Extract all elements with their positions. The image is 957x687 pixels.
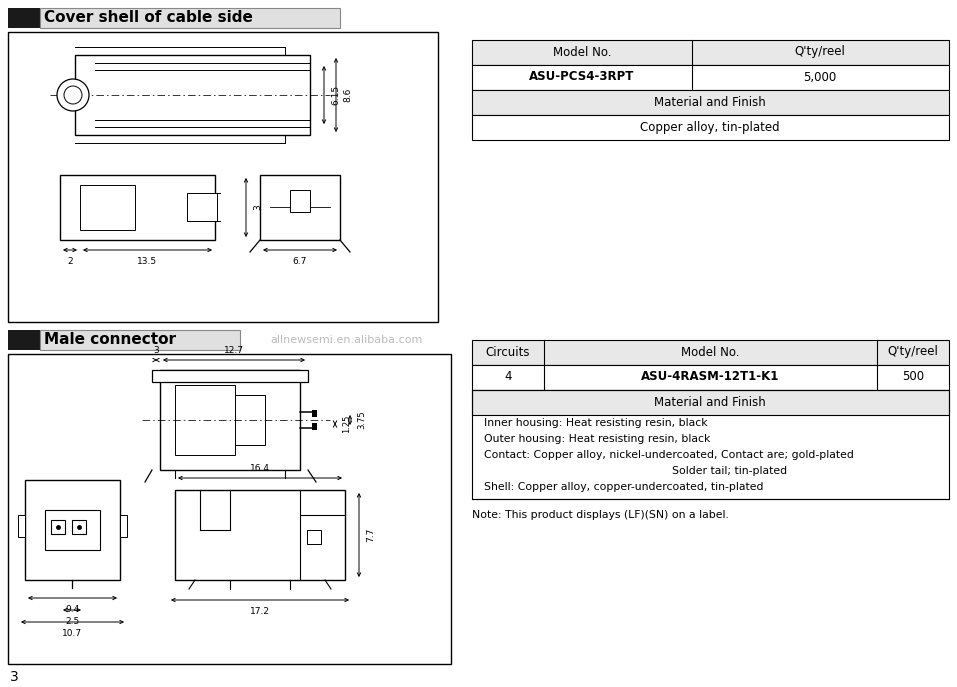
Text: Model No.: Model No. xyxy=(680,346,739,359)
Bar xyxy=(60,175,215,240)
Text: Inner housing: Heat resisting resin, black: Inner housing: Heat resisting resin, bla… xyxy=(484,418,707,428)
Text: ASU-PCS4-3RPT: ASU-PCS4-3RPT xyxy=(529,71,634,84)
Bar xyxy=(472,390,949,499)
Bar xyxy=(472,90,949,115)
Text: 6.15: 6.15 xyxy=(331,85,340,105)
Text: 4: 4 xyxy=(504,370,512,383)
Bar xyxy=(152,370,308,382)
Bar xyxy=(312,410,317,417)
Bar xyxy=(175,490,345,580)
Bar xyxy=(472,340,949,365)
Text: 2: 2 xyxy=(67,257,73,266)
Text: Q'ty/reel: Q'ty/reel xyxy=(794,45,845,58)
Text: ASU-4RASM-12T1-K1: ASU-4RASM-12T1-K1 xyxy=(641,370,779,383)
Bar xyxy=(45,510,100,550)
Bar xyxy=(160,370,300,470)
Bar xyxy=(472,365,949,390)
Circle shape xyxy=(64,86,82,104)
Text: 8.6: 8.6 xyxy=(343,88,352,102)
Text: 3: 3 xyxy=(153,346,159,355)
Bar xyxy=(25,480,120,580)
Bar xyxy=(260,175,340,240)
Text: allnewsemi.en.alibaba.com: allnewsemi.en.alibaba.com xyxy=(270,335,422,345)
Text: 9.4: 9.4 xyxy=(65,605,79,614)
Text: 16.4: 16.4 xyxy=(250,464,270,473)
Bar xyxy=(472,65,949,90)
Text: 1.25: 1.25 xyxy=(342,415,351,433)
Bar xyxy=(8,8,40,28)
Bar xyxy=(80,185,135,230)
Text: 10.7: 10.7 xyxy=(62,629,82,638)
Bar xyxy=(235,395,265,445)
Bar xyxy=(8,32,438,322)
Text: Solder tail; tin-plated: Solder tail; tin-plated xyxy=(672,466,787,476)
Text: 3.75: 3.75 xyxy=(357,411,366,429)
Text: Material and Finish: Material and Finish xyxy=(655,95,766,109)
Text: Shell: Copper alloy, copper-undercoated, tin-plated: Shell: Copper alloy, copper-undercoated,… xyxy=(484,482,764,492)
Text: Note: This product displays (LF)(SN) on a label.: Note: This product displays (LF)(SN) on … xyxy=(472,510,729,520)
Text: Contact: Copper alloy, nickel-undercoated, Contact are; gold-plated: Contact: Copper alloy, nickel-undercoate… xyxy=(484,450,854,460)
Text: 7.7: 7.7 xyxy=(366,528,375,542)
Bar xyxy=(75,55,310,135)
Text: 6.7: 6.7 xyxy=(293,257,307,266)
Bar xyxy=(51,520,65,534)
Bar xyxy=(472,115,949,140)
Text: Cover shell of cable side: Cover shell of cable side xyxy=(44,10,253,25)
Text: 500: 500 xyxy=(901,370,924,383)
Text: 3: 3 xyxy=(10,670,19,684)
Text: Circuits: Circuits xyxy=(486,346,530,359)
Bar xyxy=(290,190,310,212)
Bar xyxy=(8,330,40,350)
Bar xyxy=(472,40,949,65)
Text: 17.2: 17.2 xyxy=(250,607,270,616)
Text: Male connector: Male connector xyxy=(44,333,176,348)
Bar xyxy=(175,385,235,455)
Bar xyxy=(120,515,127,537)
Bar xyxy=(40,330,240,350)
Text: 12.7: 12.7 xyxy=(224,346,244,355)
Text: Model No.: Model No. xyxy=(553,45,612,58)
Text: Outer housing: Heat resisting resin, black: Outer housing: Heat resisting resin, bla… xyxy=(484,434,710,444)
Bar xyxy=(18,515,25,537)
Text: 13.5: 13.5 xyxy=(138,257,158,266)
Circle shape xyxy=(57,79,89,111)
Bar xyxy=(312,423,317,430)
Text: 2.5: 2.5 xyxy=(65,617,79,626)
Text: Q'ty/reel: Q'ty/reel xyxy=(887,346,939,359)
Text: 5,000: 5,000 xyxy=(803,71,836,84)
Text: Material and Finish: Material and Finish xyxy=(655,396,766,409)
Text: Copper alloy, tin-plated: Copper alloy, tin-plated xyxy=(640,120,780,133)
Bar xyxy=(187,193,217,221)
Bar xyxy=(307,530,321,544)
Bar xyxy=(8,354,451,664)
Bar xyxy=(472,390,949,415)
Bar xyxy=(72,520,86,534)
Text: 3: 3 xyxy=(253,205,262,210)
Bar xyxy=(40,8,340,28)
